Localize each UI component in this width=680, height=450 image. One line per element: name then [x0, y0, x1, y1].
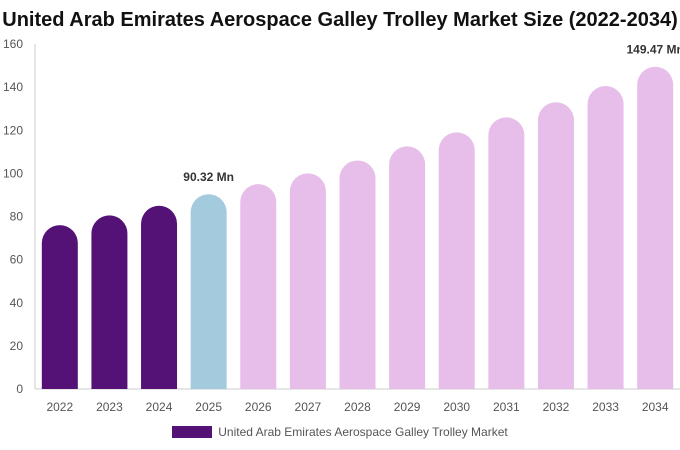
bar [289, 173, 326, 389]
y-tick-label: 20 [10, 339, 24, 353]
y-tick-label: 160 [3, 37, 23, 51]
bar [537, 102, 574, 389]
legend-label: United Arab Emirates Aerospace Galley Tr… [218, 425, 508, 439]
x-tick-label: 2024 [146, 400, 173, 414]
bar [141, 205, 178, 389]
y-tick-label: 140 [3, 80, 23, 94]
bar [240, 184, 277, 389]
legend: United Arab Emirates Aerospace Galley Tr… [0, 425, 680, 439]
x-tick-label: 2030 [443, 400, 470, 414]
y-tick-label: 120 [3, 123, 23, 137]
bar [91, 215, 128, 389]
legend-swatch [172, 426, 213, 438]
bar [438, 132, 475, 389]
data-label: 149.47 Mn [627, 43, 680, 57]
chart-title: United Arab Emirates Aerospace Galley Tr… [2, 9, 678, 31]
bar [488, 117, 525, 390]
bar [587, 86, 624, 389]
x-tick-label: 2025 [195, 400, 222, 414]
x-tick-label: 2034 [642, 400, 669, 414]
bar [637, 66, 674, 389]
bar [339, 160, 376, 389]
y-tick-label: 0 [16, 382, 23, 396]
y-tick-label: 100 [3, 166, 23, 180]
y-tick-label: 40 [10, 296, 24, 310]
y-tick-label: 60 [10, 253, 24, 267]
y-tick-label: 80 [10, 210, 24, 224]
x-tick-label: 2027 [295, 400, 322, 414]
bar [41, 225, 78, 389]
bar [389, 146, 426, 389]
x-tick-label: 2031 [493, 400, 520, 414]
x-tick-label: 2023 [96, 400, 123, 414]
x-tick-label: 2026 [245, 400, 272, 414]
bar [190, 194, 227, 389]
x-tick-label: 2029 [394, 400, 421, 414]
data-label: 90.32 Mn [183, 170, 234, 184]
x-tick-label: 2033 [592, 400, 619, 414]
x-tick-label: 2022 [46, 400, 73, 414]
x-tick-label: 2028 [344, 400, 371, 414]
x-tick-label: 2032 [543, 400, 570, 414]
